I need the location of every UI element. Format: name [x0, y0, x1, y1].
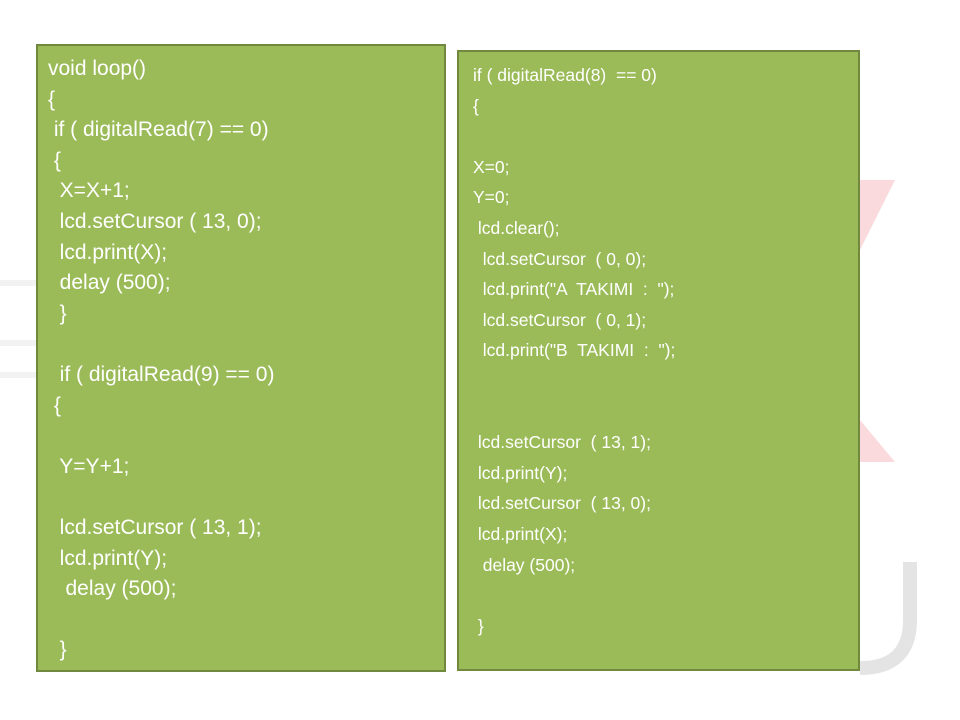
code-line: lcd.setCursor ( 13, 1); [473, 432, 651, 453]
code-box-loop: void loop() { if ( digitalRead(7) == 0) {… [36, 44, 446, 672]
code-line: lcd.print(Y); [48, 546, 168, 570]
code-line: delay (500); [48, 577, 177, 601]
code-line: X=0; [473, 156, 510, 177]
code-line: lcd.setCursor ( 13, 0); [48, 209, 262, 233]
watermark-pink-x-shape-lower [860, 420, 895, 462]
code-line: lcd.print(Y); [473, 462, 568, 483]
code-line: delay (500); [473, 554, 576, 575]
code-line [473, 366, 858, 397]
code-line [473, 121, 858, 152]
code-line: lcd.print(X); [48, 240, 168, 264]
watermark-grey-u-shape [859, 562, 917, 675]
code-line: if ( digitalRead(7) == 0) [48, 118, 269, 142]
code-line [48, 605, 444, 636]
code-line [473, 397, 858, 428]
code-line [48, 329, 444, 360]
code-line: delay (500); [48, 271, 171, 295]
code-line: } [48, 301, 67, 325]
code-box-reset: if ( digitalRead(8) == 0) { X=0; Y=0; lcd.c… [457, 50, 860, 671]
code-line [473, 580, 858, 611]
code-line: { [473, 95, 479, 116]
code-line: lcd.setCursor ( 13, 1); [48, 515, 262, 539]
watermark-pink-x-shape [860, 180, 895, 250]
code-line [48, 482, 444, 513]
watermark-grey-bar [0, 372, 36, 378]
code-line: } [48, 638, 67, 662]
code-line: Y=0; [473, 187, 510, 208]
code-line: lcd.setCursor ( 13, 0); [473, 493, 651, 514]
code-line: { [48, 87, 56, 111]
code-line: { [48, 148, 61, 172]
code-line: lcd.setCursor ( 0, 0); [473, 248, 647, 269]
code-line: lcd.print("A TAKIMI : "); [473, 279, 675, 300]
code-line: { [48, 393, 61, 417]
code-line: lcd.setCursor ( 0, 1); [473, 309, 647, 330]
code-line: lcd.clear(); [473, 217, 560, 238]
code-line: void loop() [48, 57, 147, 80]
watermark-grey-bar [0, 340, 36, 346]
code-line: if ( digitalRead(8) == 0) [473, 65, 657, 85]
code-line: if ( digitalRead(9) == 0) [48, 362, 275, 386]
watermark-grey-bar [0, 280, 36, 286]
code-line: X=X+1; [48, 179, 130, 203]
code-line [48, 421, 444, 452]
code-line: lcd.print("B TAKIMI : "); [473, 340, 676, 361]
code-line: } [473, 615, 484, 636]
code-line: Y=Y+1; [48, 454, 130, 478]
code-line: lcd.print(X); [473, 523, 568, 544]
